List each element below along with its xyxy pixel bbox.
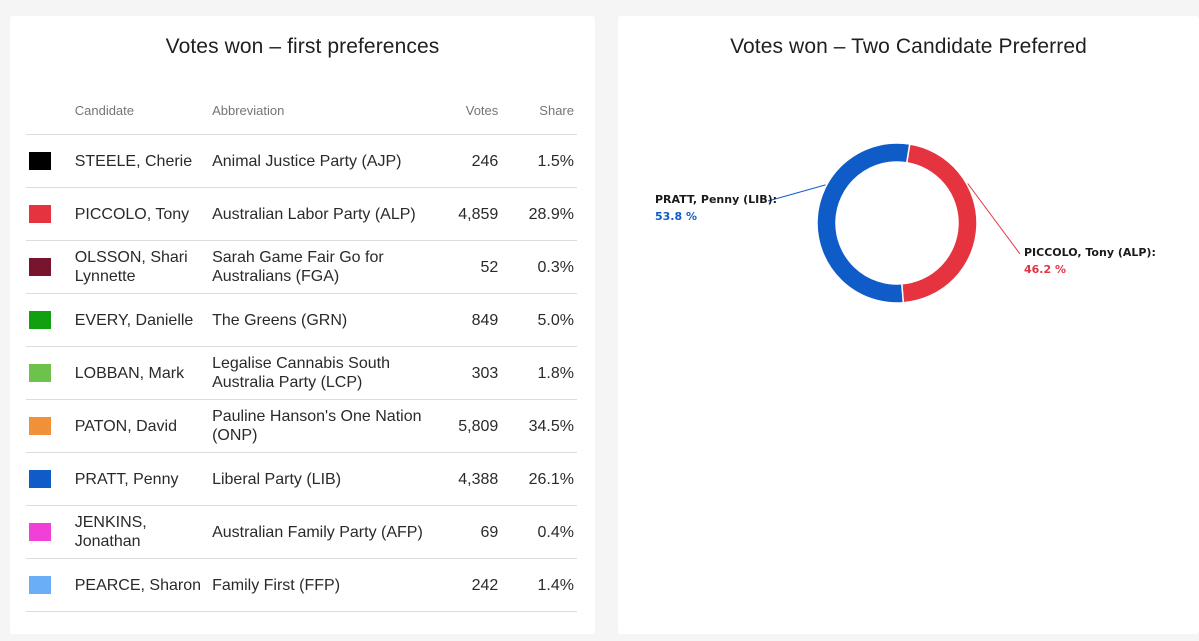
slice-leader-line	[767, 184, 826, 202]
vote-count: 246	[435, 134, 499, 188]
party-abbreviation: Australian Family Party (AFP)	[212, 505, 436, 559]
slice-leader-line	[967, 183, 1021, 255]
party-abbreviation: Sarah Game Fair Go for Australians (FGA)	[212, 240, 436, 294]
party-color-swatch	[26, 240, 75, 294]
candidate-name: PRATT, Penny	[74, 452, 213, 506]
vote-share: 0.3%	[498, 240, 577, 294]
party-color-square	[29, 417, 51, 435]
party-abbreviation: Australian Labor Party (ALP)	[212, 187, 436, 241]
party-color-swatch	[26, 293, 75, 347]
table-row: EVERY, Danielle The Greens (GRN) 849 5.0%	[26, 293, 577, 347]
party-color-swatch	[26, 558, 75, 612]
donut-slice[interactable]	[900, 143, 978, 304]
party-color-swatch	[26, 134, 75, 188]
table-row: OLSSON, Shari Lynnette Sarah Game Fair Go…	[26, 240, 577, 294]
slice-label: PRATT, Penny (LIB):	[655, 193, 777, 206]
donut-slice[interactable]	[816, 142, 911, 304]
vote-count: 849	[435, 293, 499, 347]
two-candidate-preferred-card: Votes won – Two Candidate Preferred PICC…	[618, 16, 1199, 634]
party-color-square	[29, 205, 51, 223]
vote-share: 34.5%	[498, 399, 577, 453]
swatch-header	[26, 86, 75, 135]
candidate-name: STEELE, Cherie	[74, 134, 213, 188]
vote-share: 1.5%	[498, 134, 577, 188]
table-row: LOBBAN, Mark Legalise Cannabis South Aust…	[26, 346, 577, 400]
candidate-name: JENKINS, Jonathan	[74, 505, 213, 559]
candidate-header: Candidate	[74, 86, 213, 135]
party-color-swatch	[26, 452, 75, 506]
party-color-square	[29, 258, 51, 276]
votes-header: Votes	[435, 86, 499, 135]
table-row: PICCOLO, Tony Australian Labor Party (ALP…	[26, 187, 577, 241]
party-abbreviation: Liberal Party (LIB)	[212, 452, 436, 506]
first-preferences-card: Votes won – first preferences Candidate …	[10, 16, 595, 634]
candidate-name: PEARCE, Sharon	[74, 558, 213, 612]
party-color-square	[29, 576, 51, 594]
party-color-square	[29, 523, 51, 541]
table-row: PEARCE, Sharon Family First (FFP) 242 1.4%	[26, 558, 577, 612]
party-abbreviation: Legalise Cannabis South Australia Party …	[212, 346, 436, 400]
vote-share: 5.0%	[498, 293, 577, 347]
vote-count: 5,809	[435, 399, 499, 453]
two-candidate-preferred-donut: PICCOLO, Tony (ALP): 46.2 % PRATT, Penny (…	[655, 142, 1156, 304]
party-color-square	[29, 364, 51, 382]
share-header: Share	[498, 86, 577, 135]
vote-count: 303	[435, 346, 499, 400]
candidate-name: PATON, David	[74, 399, 213, 453]
party-color-square	[29, 311, 51, 329]
table-row: PATON, David Pauline Hanson's One Nation …	[26, 399, 577, 453]
party-color-swatch	[26, 505, 75, 559]
vote-count: 69	[435, 505, 499, 559]
first-preferences-table: Candidate Abbreviation Votes Share STEEL…	[26, 86, 577, 612]
party-abbreviation: The Greens (GRN)	[212, 293, 436, 347]
table-row: PRATT, Penny Liberal Party (LIB) 4,388 26.1…	[26, 452, 577, 506]
candidate-name: EVERY, Danielle	[74, 293, 213, 347]
two-candidate-preferred-title: Votes won – Two Candidate Preferred	[730, 35, 1087, 58]
party-color-square	[29, 470, 51, 488]
vote-count: 242	[435, 558, 499, 612]
candidate-name: PICCOLO, Tony	[74, 187, 213, 241]
vote-count: 4,859	[435, 187, 499, 241]
vote-share: 28.9%	[498, 187, 577, 241]
slice-value-label: 46.2 %	[1024, 263, 1066, 276]
abbreviation-header: Abbreviation	[212, 86, 436, 135]
party-color-swatch	[26, 346, 75, 400]
slice-value-label: 53.8 %	[655, 210, 697, 223]
candidate-name: OLSSON, Shari Lynnette	[74, 240, 213, 294]
party-color-swatch	[26, 399, 75, 453]
vote-share: 1.4%	[498, 558, 577, 612]
first-preferences-title: Votes won – first preferences	[165, 35, 440, 58]
party-abbreviation: Pauline Hanson's One Nation (ONP)	[212, 399, 436, 453]
vote-count: 52	[435, 240, 499, 294]
vote-share: 26.1%	[498, 452, 577, 506]
party-color-swatch	[26, 187, 75, 241]
vote-share: 1.8%	[498, 346, 577, 400]
vote-count: 4,388	[435, 452, 499, 506]
party-abbreviation: Family First (FFP)	[212, 558, 436, 612]
slice-label: PICCOLO, Tony (ALP):	[1024, 246, 1156, 259]
table-header-row: Candidate Abbreviation Votes Share	[26, 86, 577, 135]
table-row: JENKINS, Jonathan Australian Family Party…	[26, 505, 577, 559]
vote-share: 0.4%	[498, 505, 577, 559]
candidate-name: LOBBAN, Mark	[74, 346, 213, 400]
party-abbreviation: Animal Justice Party (AJP)	[212, 134, 436, 188]
party-color-square	[29, 152, 51, 170]
table-row: STEELE, Cherie Animal Justice Party (AJP)…	[26, 134, 577, 188]
